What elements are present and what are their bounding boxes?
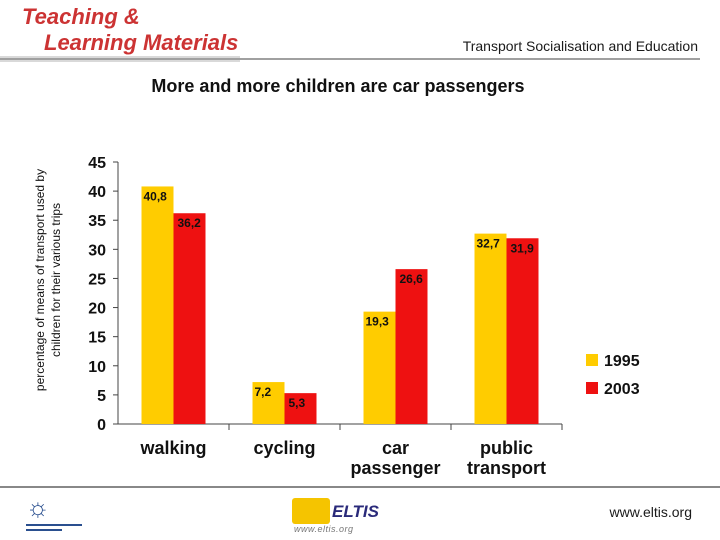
data-label-2003-1: 5,3 bbox=[289, 396, 306, 410]
eltis-logo: ELTIS www.eltis.org bbox=[292, 496, 388, 534]
bar-1995-3 bbox=[474, 233, 507, 424]
x-category-label: cycling bbox=[253, 438, 315, 458]
legend-swatch-1995 bbox=[586, 354, 598, 366]
data-label-1995-2: 19,3 bbox=[366, 315, 390, 329]
x-category-label: car bbox=[382, 438, 409, 458]
slide-subtitle: Transport Socialisation and Education bbox=[462, 38, 698, 54]
data-label-1995-3: 32,7 bbox=[477, 237, 501, 251]
bar-2003-3 bbox=[506, 238, 539, 424]
y-tick-label: 40 bbox=[88, 184, 106, 201]
brand-line-1: Teaching & bbox=[22, 4, 140, 29]
logo-rule bbox=[26, 524, 82, 526]
y-axis-label-line-1: percentage of means of transport used by bbox=[33, 169, 47, 391]
data-label-2003-0: 36,2 bbox=[178, 216, 202, 230]
bar-2003-0 bbox=[173, 213, 206, 424]
y-tick-label: 10 bbox=[88, 359, 106, 376]
brand-title: Teaching & Learning Materials bbox=[22, 4, 238, 56]
bar-chart: More and more children are car passenger… bbox=[33, 76, 640, 478]
y-tick-label: 25 bbox=[88, 271, 106, 288]
y-tick-label: 30 bbox=[88, 242, 106, 259]
brand-line-2: Learning Materials bbox=[44, 30, 239, 55]
organization-logo: ☼ bbox=[26, 494, 82, 534]
x-category-label: passenger bbox=[350, 458, 440, 478]
header-divider bbox=[0, 58, 700, 60]
legend-label-2003: 2003 bbox=[604, 381, 640, 398]
y-axis-label-line-2: children for their various trips bbox=[49, 203, 63, 357]
data-label-2003-2: 26,6 bbox=[400, 272, 424, 286]
legend-label-1995: 1995 bbox=[604, 353, 640, 370]
organization-logo-mark: ☼ bbox=[26, 492, 50, 522]
footer-divider bbox=[0, 486, 720, 488]
data-label-1995-1: 7,2 bbox=[255, 385, 272, 399]
y-tick-label: 0 bbox=[97, 417, 106, 434]
data-label-1995-0: 40,8 bbox=[144, 189, 168, 203]
bar-2003-1 bbox=[284, 393, 317, 424]
eltis-logo-word: ELTIS bbox=[332, 502, 379, 521]
data-label-2003-3: 31,9 bbox=[511, 241, 535, 255]
x-category-label: public bbox=[480, 438, 533, 458]
y-tick-label: 35 bbox=[88, 213, 106, 230]
y-tick-label: 45 bbox=[88, 155, 106, 172]
y-tick-label: 15 bbox=[88, 330, 106, 347]
logo-rule-short bbox=[26, 529, 62, 531]
legend-swatch-2003 bbox=[586, 382, 598, 394]
website-link[interactable]: www.eltis.org bbox=[609, 504, 692, 520]
x-category-label: walking bbox=[139, 438, 206, 458]
y-tick-label: 20 bbox=[88, 301, 106, 318]
y-tick-label: 5 bbox=[97, 388, 106, 405]
bar-1995-2 bbox=[363, 311, 396, 424]
x-category-label: transport bbox=[467, 458, 546, 478]
bar-1995-1 bbox=[252, 382, 285, 424]
chart-title: More and more children are car passenger… bbox=[151, 76, 524, 96]
slide-header: Teaching & Learning Materials Transport … bbox=[0, 0, 720, 64]
bar-2003-2 bbox=[395, 269, 428, 424]
eltis-logo-badge bbox=[292, 498, 330, 524]
eltis-logo-url: www.eltis.org bbox=[294, 524, 354, 534]
bar-1995-0 bbox=[141, 186, 174, 424]
